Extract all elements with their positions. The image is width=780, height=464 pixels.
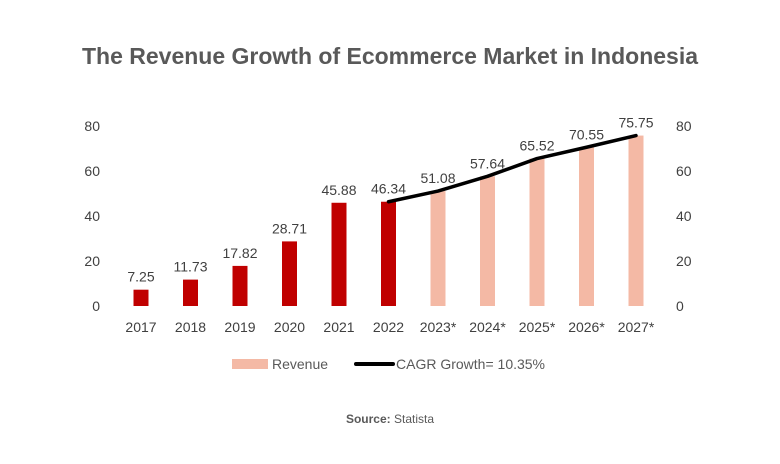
y2-tick-label: 80 xyxy=(676,118,692,134)
bar-2017 xyxy=(133,289,149,306)
bar-2026 xyxy=(579,147,594,306)
y2-tick-label: 0 xyxy=(676,298,684,314)
data-label: 28.71 xyxy=(272,220,307,236)
x-tick-label: 2019 xyxy=(224,319,255,335)
x-axis: 2017 2018 2019 2020 2021 2022 2023* 2024* 2025* 2… xyxy=(125,319,654,335)
data-label: 75.75 xyxy=(618,115,653,131)
bar-2019 xyxy=(232,265,248,306)
bars xyxy=(133,135,644,306)
y2-tick-label: 40 xyxy=(676,208,692,224)
bar-2022 xyxy=(381,201,396,306)
data-labels: 7.25 11.73 17.82 28.71 45.88 46.34 51.08 57.64 6… xyxy=(127,115,653,285)
x-tick-label: 2018 xyxy=(175,319,206,335)
chart-title: The Revenue Growth of Ecommerce Market i… xyxy=(82,43,698,69)
cagr-line-path xyxy=(386,133,638,204)
bar-2025 xyxy=(529,158,545,306)
y-tick-label: 0 xyxy=(92,298,100,314)
x-tick-label: 2023* xyxy=(420,319,457,335)
y2-tick-label: 20 xyxy=(676,253,692,269)
x-tick-label: 2025* xyxy=(519,319,556,335)
legend-label-revenue: Revenue xyxy=(272,356,328,372)
legend-swatch-revenue xyxy=(232,359,268,369)
y-tick-label: 60 xyxy=(84,163,100,179)
bar-2018 xyxy=(183,279,198,306)
y-axis-right: 0 20 40 60 80 xyxy=(676,118,692,314)
data-label: 11.73 xyxy=(174,259,208,275)
data-label: 51.08 xyxy=(420,170,455,186)
data-label: 65.52 xyxy=(519,138,554,154)
bar-2027 xyxy=(628,135,644,306)
legend: Revenue CAGR Growth= 10.35% xyxy=(232,356,545,372)
y-tick-label: 80 xyxy=(84,118,100,134)
x-tick-label: 2024* xyxy=(469,319,506,335)
data-label: 46.34 xyxy=(371,181,406,197)
y-tick-label: 20 xyxy=(84,253,100,269)
bar-2024 xyxy=(480,176,495,306)
source-label: Source: xyxy=(346,412,391,426)
bar-2023 xyxy=(430,191,446,306)
data-label: 70.55 xyxy=(569,126,604,142)
x-tick-label: 2027* xyxy=(618,319,655,335)
y2-tick-label: 60 xyxy=(676,163,692,179)
legend-label-cagr: CAGR Growth= 10.35% xyxy=(396,356,545,372)
x-tick-label: 2021 xyxy=(323,319,354,335)
data-label: 7.25 xyxy=(127,269,154,285)
x-tick-label: 2017 xyxy=(125,319,156,335)
bar-2020 xyxy=(282,241,297,306)
x-tick-label: 2020 xyxy=(274,319,305,335)
data-label: 45.88 xyxy=(321,182,356,198)
data-label: 17.82 xyxy=(222,245,257,261)
source-note: Source: Statista xyxy=(346,412,434,426)
source-value: Statista xyxy=(394,412,434,426)
x-tick-label: 2026* xyxy=(568,319,605,335)
x-tick-label: 2022 xyxy=(373,319,404,335)
data-label: 57.64 xyxy=(470,155,505,171)
cagr-line xyxy=(386,133,638,204)
y-axis-left: 0 20 40 60 80 xyxy=(84,118,100,314)
y-tick-label: 40 xyxy=(84,208,100,224)
bar-2021 xyxy=(331,202,347,306)
